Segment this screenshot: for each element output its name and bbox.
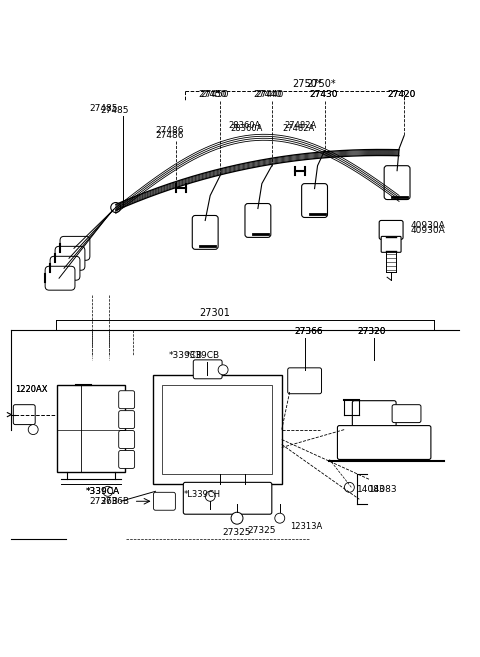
Text: 2736B: 2736B: [101, 497, 130, 506]
FancyBboxPatch shape: [60, 237, 90, 260]
Text: 27486: 27486: [156, 131, 184, 141]
Circle shape: [275, 513, 285, 523]
Text: 27482A: 27482A: [283, 124, 315, 133]
Text: *339CA: *339CA: [86, 487, 120, 496]
Circle shape: [111, 202, 120, 212]
FancyBboxPatch shape: [384, 166, 410, 200]
Text: 27440: 27440: [255, 91, 283, 99]
FancyBboxPatch shape: [381, 237, 401, 252]
Text: 27320: 27320: [357, 327, 386, 336]
FancyBboxPatch shape: [193, 360, 222, 379]
Text: 27485: 27485: [89, 104, 118, 114]
FancyBboxPatch shape: [45, 266, 75, 290]
Text: 27420: 27420: [387, 91, 416, 99]
Text: 27450: 27450: [200, 91, 229, 99]
Text: 27320: 27320: [357, 327, 386, 336]
Circle shape: [28, 424, 38, 434]
FancyBboxPatch shape: [352, 401, 396, 426]
Text: 27486: 27486: [156, 126, 184, 135]
Text: 12313A: 12313A: [290, 522, 322, 531]
Circle shape: [205, 491, 215, 501]
Text: 1220AX: 1220AX: [15, 385, 48, 394]
FancyBboxPatch shape: [192, 215, 218, 250]
FancyBboxPatch shape: [183, 482, 272, 514]
FancyBboxPatch shape: [119, 451, 134, 468]
Circle shape: [103, 486, 113, 496]
Circle shape: [344, 482, 354, 492]
Text: 27325: 27325: [247, 526, 276, 535]
Text: 27440: 27440: [253, 91, 281, 99]
FancyBboxPatch shape: [245, 204, 271, 237]
Circle shape: [218, 365, 228, 374]
FancyBboxPatch shape: [288, 368, 322, 394]
FancyBboxPatch shape: [301, 183, 327, 217]
Text: 14083: 14083: [357, 485, 386, 494]
FancyBboxPatch shape: [153, 374, 282, 484]
Text: 27325: 27325: [223, 528, 251, 537]
Text: 27430: 27430: [310, 91, 338, 99]
FancyBboxPatch shape: [57, 385, 125, 472]
Text: 40930A: 40930A: [411, 221, 446, 230]
FancyBboxPatch shape: [13, 405, 35, 424]
Text: 27366: 27366: [295, 327, 324, 336]
FancyBboxPatch shape: [337, 426, 431, 459]
Text: *L339CH: *L339CH: [183, 490, 220, 499]
Text: 2750*: 2750*: [307, 79, 336, 89]
Text: 27485: 27485: [101, 106, 129, 116]
FancyBboxPatch shape: [119, 391, 134, 409]
FancyBboxPatch shape: [119, 411, 134, 428]
Text: 27482A: 27482A: [285, 122, 317, 130]
Text: 27366: 27366: [295, 327, 324, 336]
FancyBboxPatch shape: [50, 256, 80, 280]
Text: 2750*: 2750*: [292, 79, 322, 89]
FancyBboxPatch shape: [392, 405, 421, 422]
FancyBboxPatch shape: [55, 246, 85, 270]
Text: 40930A: 40930A: [411, 226, 446, 235]
Text: 27450: 27450: [198, 91, 227, 99]
Text: 1220AX: 1220AX: [15, 385, 48, 394]
Text: 28360A: 28360A: [228, 122, 261, 130]
Text: 27430: 27430: [310, 91, 338, 99]
Text: *339CA: *339CA: [86, 487, 120, 496]
FancyBboxPatch shape: [379, 221, 403, 239]
FancyBboxPatch shape: [119, 430, 134, 449]
Text: 27301: 27301: [200, 308, 230, 318]
Text: 14083: 14083: [369, 485, 398, 494]
Text: 28360A: 28360A: [230, 124, 263, 133]
Text: *339CB: *339CB: [168, 351, 203, 361]
FancyBboxPatch shape: [154, 492, 175, 510]
Circle shape: [231, 512, 243, 524]
Text: *339CB: *339CB: [185, 351, 219, 361]
Text: 2736B: 2736B: [89, 497, 118, 506]
FancyBboxPatch shape: [162, 385, 272, 474]
Text: 27420: 27420: [387, 91, 416, 99]
